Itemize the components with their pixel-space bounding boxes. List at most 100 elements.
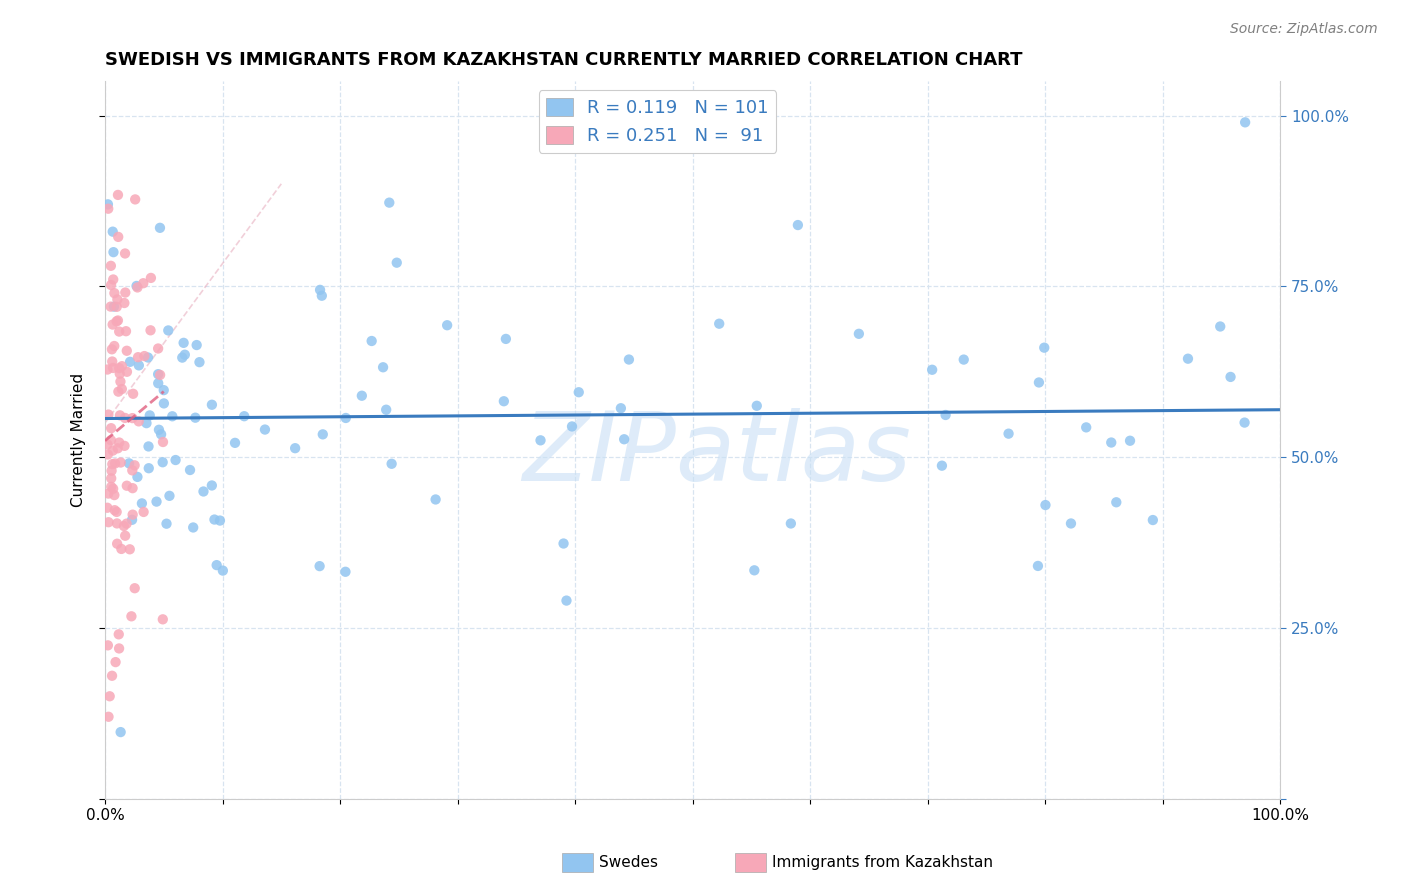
Text: Immigrants from Kazakhstan: Immigrants from Kazakhstan xyxy=(772,855,993,870)
Point xyxy=(786,218,808,232)
Point xyxy=(105,537,128,551)
Point xyxy=(107,442,129,456)
Point xyxy=(100,421,122,435)
Point xyxy=(108,361,131,376)
Point xyxy=(103,272,125,286)
Point xyxy=(1035,498,1057,512)
Point xyxy=(149,368,172,382)
Point xyxy=(1234,115,1257,129)
Point xyxy=(375,402,398,417)
Point xyxy=(360,334,382,348)
Point xyxy=(112,519,135,533)
Text: SWEDISH VS IMMIGRANTS FROM KAZAKHSTAN CURRENTLY MARRIED CORRELATION CHART: SWEDISH VS IMMIGRANTS FROM KAZAKHSTAN CU… xyxy=(105,51,1022,69)
Point xyxy=(131,496,153,510)
Point xyxy=(152,455,174,469)
Point xyxy=(1177,351,1199,366)
Point xyxy=(118,542,141,557)
Point xyxy=(101,361,124,376)
Point xyxy=(253,423,276,437)
Point xyxy=(184,410,207,425)
Text: Source: ZipAtlas.com: Source: ZipAtlas.com xyxy=(1230,22,1378,37)
Point xyxy=(139,323,162,337)
Point xyxy=(111,382,134,396)
Point xyxy=(1142,513,1164,527)
Point xyxy=(162,409,184,424)
Point xyxy=(120,355,142,369)
Point xyxy=(97,447,120,461)
Point xyxy=(146,367,169,381)
Point xyxy=(146,342,169,356)
Point xyxy=(212,564,235,578)
Point xyxy=(115,343,138,358)
Point xyxy=(104,457,127,471)
Point xyxy=(181,520,204,534)
Point xyxy=(208,514,231,528)
Point xyxy=(149,220,172,235)
Point xyxy=(385,255,408,269)
Point xyxy=(204,512,226,526)
Point xyxy=(105,516,128,531)
Point xyxy=(848,326,870,341)
Point xyxy=(108,409,131,423)
Point xyxy=(1219,370,1241,384)
Point xyxy=(173,335,195,350)
Point xyxy=(553,536,575,550)
Point xyxy=(110,725,132,739)
Point xyxy=(1233,416,1256,430)
Point xyxy=(97,408,120,422)
Point xyxy=(107,230,129,244)
Point xyxy=(107,384,129,399)
Point xyxy=(436,318,458,333)
Point xyxy=(101,343,124,357)
Point xyxy=(101,225,124,239)
Point xyxy=(371,360,394,375)
Point xyxy=(105,314,128,328)
Point xyxy=(101,443,124,458)
Point xyxy=(284,441,307,455)
Point xyxy=(124,458,146,473)
Text: ZIPatlas: ZIPatlas xyxy=(522,408,911,501)
Point xyxy=(128,414,150,428)
Point xyxy=(613,432,636,446)
Point xyxy=(153,396,176,410)
Point xyxy=(125,279,148,293)
Point xyxy=(114,529,136,543)
Point xyxy=(107,188,129,202)
Point xyxy=(112,296,135,310)
Point xyxy=(97,202,120,216)
Point xyxy=(110,541,132,556)
Point xyxy=(108,641,131,656)
Point xyxy=(127,470,149,484)
Point xyxy=(103,286,125,301)
Point xyxy=(114,285,136,300)
Point xyxy=(97,515,120,529)
Point xyxy=(115,516,138,531)
Point xyxy=(495,332,517,346)
Point xyxy=(931,458,953,473)
Point xyxy=(1099,435,1122,450)
Point xyxy=(121,481,143,495)
Point xyxy=(921,363,943,377)
Point xyxy=(157,323,180,337)
Point xyxy=(139,409,162,423)
Point xyxy=(121,411,143,425)
Point xyxy=(114,439,136,453)
Point xyxy=(97,638,120,652)
Point xyxy=(100,278,122,293)
Point xyxy=(188,355,211,369)
Point xyxy=(1209,319,1232,334)
Point xyxy=(148,376,170,391)
Point xyxy=(350,389,373,403)
Point xyxy=(105,293,128,307)
Point xyxy=(561,419,583,434)
Point xyxy=(997,426,1019,441)
Point xyxy=(100,300,122,314)
Point xyxy=(135,416,157,430)
Point xyxy=(935,408,957,422)
Point xyxy=(127,350,149,364)
Text: Swedes: Swedes xyxy=(599,855,658,870)
Point xyxy=(97,710,120,724)
Point xyxy=(152,612,174,626)
Point xyxy=(1076,420,1098,434)
Point xyxy=(105,505,128,519)
